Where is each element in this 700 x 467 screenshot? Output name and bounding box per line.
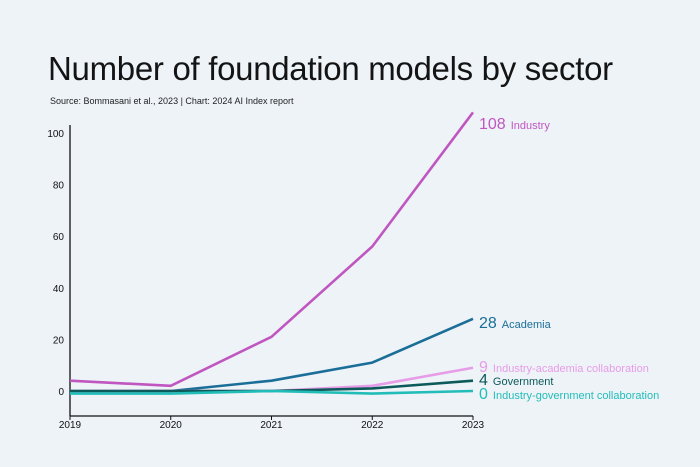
- series-line: [70, 317, 474, 393]
- series-end-value: 28: [479, 315, 497, 332]
- series-name: Industry-government collaboration: [493, 390, 659, 402]
- chart-subtitle: Source: Bommasani et al., 2023 | Chart: …: [50, 96, 294, 106]
- series-end-value: 0: [479, 386, 488, 403]
- y-tick-label: 80: [53, 181, 65, 192]
- y-tick-label: 100: [47, 129, 64, 140]
- series-name: Industry-academia collaboration: [493, 363, 649, 375]
- series-name: Academia: [502, 319, 552, 331]
- series-line: [70, 379, 474, 393]
- y-tick-label: 20: [53, 335, 65, 346]
- x-tick-label: 2022: [361, 420, 384, 431]
- series-name: Industry: [511, 120, 551, 132]
- y-tick-label: 60: [53, 232, 65, 243]
- series-end-label: 4 Government: [479, 372, 553, 389]
- series-end-value: 4: [479, 372, 488, 389]
- y-tick-label: 40: [53, 284, 65, 295]
- x-tick-label: 2023: [462, 420, 485, 431]
- series-name: Government: [493, 376, 554, 388]
- series-end-value: 9: [479, 359, 488, 376]
- series-end-labels: 108 Industry 28 Academia 9 Industry-academia …: [479, 116, 659, 403]
- chart-title: Number of foundation models by sector: [48, 50, 613, 87]
- series-line: [69, 111, 475, 388]
- series-lines: [69, 111, 475, 395]
- series-end-label: 108 Industry: [479, 116, 550, 133]
- y-tick-label: 0: [58, 387, 64, 398]
- series-end-value: 108: [479, 116, 506, 133]
- x-tick-label: 2021: [260, 420, 283, 431]
- series-end-label: 28 Academia: [479, 315, 552, 332]
- x-tick-label: 2020: [160, 420, 183, 431]
- series-end-label: 9 Industry-academia collaboration: [479, 359, 649, 376]
- series-end-label: 0 Industry-government collaboration: [479, 386, 659, 403]
- x-axis: 2019 2020 2021 2022 2023: [59, 415, 485, 431]
- series-line: [70, 389, 474, 395]
- y-axis: 100 80 60 40 20 0: [47, 125, 71, 416]
- x-tick-label: 2019: [59, 420, 82, 431]
